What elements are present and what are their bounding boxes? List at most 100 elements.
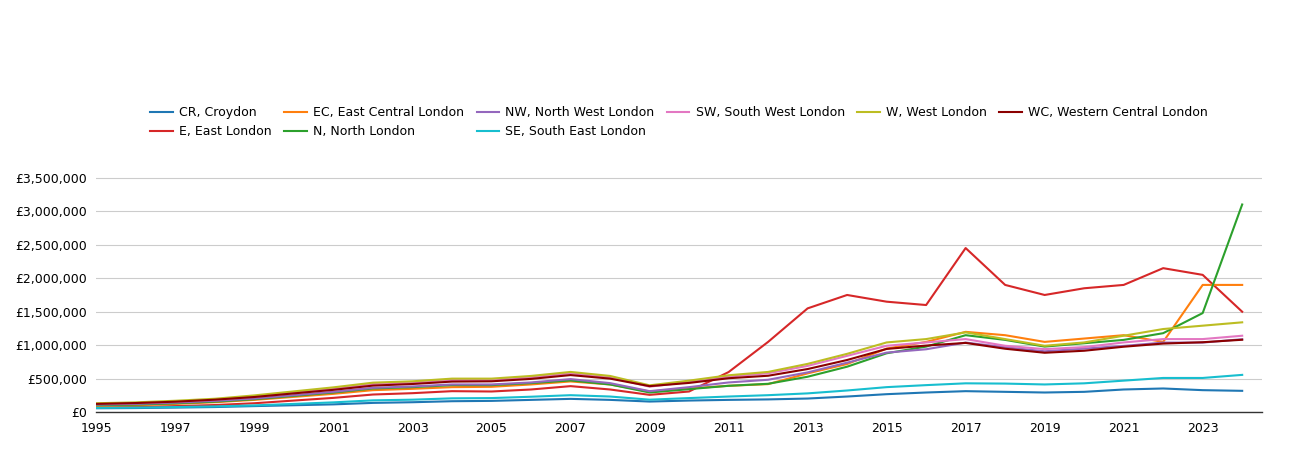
N, North London bbox=[167, 400, 183, 406]
E, East London bbox=[1116, 282, 1131, 288]
N, North London bbox=[562, 378, 578, 383]
W, West London bbox=[761, 369, 776, 375]
W, West London bbox=[326, 385, 342, 390]
W, West London bbox=[919, 337, 934, 342]
EC, East Central London bbox=[878, 346, 894, 351]
E, East London bbox=[484, 389, 500, 394]
SW, South West London bbox=[1235, 333, 1250, 338]
CR, Croydon bbox=[1155, 386, 1171, 391]
W, West London bbox=[997, 337, 1013, 342]
WC, Western Central London bbox=[878, 346, 894, 351]
SW, South West London bbox=[128, 400, 144, 406]
SW, South West London bbox=[207, 397, 223, 402]
SW, South West London bbox=[720, 374, 736, 379]
W, West London bbox=[484, 376, 500, 381]
W, West London bbox=[89, 400, 104, 406]
E, East London bbox=[1235, 309, 1250, 315]
Legend: CR, Croydon, E, East London, EC, East Central London, N, North London, NW, North: CR, Croydon, E, East London, EC, East Ce… bbox=[145, 101, 1212, 144]
E, East London bbox=[247, 400, 262, 406]
CR, Croydon bbox=[562, 396, 578, 401]
CR, Croydon bbox=[1235, 388, 1250, 394]
NW, North West London bbox=[523, 380, 539, 385]
N, North London bbox=[1195, 310, 1211, 316]
SW, South West London bbox=[247, 394, 262, 400]
Line: SE, South East London: SE, South East London bbox=[97, 375, 1242, 408]
WC, Western Central London bbox=[800, 366, 816, 372]
CR, Croydon bbox=[286, 403, 301, 408]
EC, East Central London bbox=[207, 400, 223, 405]
SW, South West London bbox=[919, 340, 934, 345]
CR, Croydon bbox=[1116, 387, 1131, 392]
W, West London bbox=[128, 400, 144, 405]
EC, East Central London bbox=[128, 403, 144, 408]
Line: SW, South West London: SW, South West London bbox=[97, 336, 1242, 404]
SW, South West London bbox=[1155, 337, 1171, 342]
N, North London bbox=[800, 374, 816, 379]
SW, South West London bbox=[958, 337, 974, 342]
SE, South East London bbox=[365, 398, 381, 403]
E, East London bbox=[523, 387, 539, 392]
E, East London bbox=[681, 389, 697, 394]
W, West London bbox=[523, 373, 539, 378]
SE, South East London bbox=[326, 400, 342, 405]
E, East London bbox=[128, 404, 144, 410]
N, North London bbox=[484, 382, 500, 388]
E, East London bbox=[919, 302, 934, 308]
NW, North West London bbox=[326, 389, 342, 395]
SE, South East London bbox=[1116, 378, 1131, 383]
SW, South West London bbox=[1036, 346, 1052, 352]
NW, North West London bbox=[1155, 340, 1171, 345]
CR, Croydon bbox=[602, 397, 617, 403]
NW, North West London bbox=[444, 382, 459, 387]
SE, South East London bbox=[405, 397, 420, 402]
WC, Western Central London bbox=[602, 376, 617, 381]
N, North London bbox=[89, 403, 104, 408]
NW, North West London bbox=[602, 380, 617, 386]
W, West London bbox=[800, 361, 816, 367]
SW, South West London bbox=[484, 377, 500, 382]
WC, Western Central London bbox=[642, 383, 658, 389]
WC, Western Central London bbox=[286, 391, 301, 396]
N, North London bbox=[602, 382, 617, 387]
NW, North West London bbox=[1116, 343, 1131, 349]
WC, Western Central London bbox=[919, 343, 934, 348]
WC, Western Central London bbox=[1155, 341, 1171, 346]
W, West London bbox=[444, 376, 459, 381]
SW, South West London bbox=[997, 343, 1013, 348]
WC, Western Central London bbox=[1195, 340, 1211, 345]
E, East London bbox=[1195, 272, 1211, 278]
SW, South West London bbox=[562, 370, 578, 376]
E, East London bbox=[1036, 292, 1052, 298]
EC, East Central London bbox=[89, 403, 104, 409]
EC, East Central London bbox=[839, 361, 855, 367]
SE, South East London bbox=[602, 394, 617, 399]
CR, Croydon bbox=[1036, 390, 1052, 395]
E, East London bbox=[1077, 286, 1092, 291]
N, North London bbox=[1077, 341, 1092, 346]
EC, East Central London bbox=[1155, 339, 1171, 345]
CR, Croydon bbox=[484, 398, 500, 404]
NW, North West London bbox=[1077, 346, 1092, 351]
SW, South West London bbox=[1116, 340, 1131, 345]
E, East London bbox=[207, 402, 223, 408]
W, West London bbox=[562, 369, 578, 375]
WC, Western Central London bbox=[89, 401, 104, 407]
Line: WC, Western Central London: WC, Western Central London bbox=[97, 340, 1242, 404]
W, West London bbox=[1036, 343, 1052, 348]
E, East London bbox=[286, 398, 301, 403]
SW, South West London bbox=[365, 381, 381, 387]
SE, South East London bbox=[800, 391, 816, 396]
SE, South East London bbox=[681, 396, 697, 401]
CR, Croydon bbox=[326, 402, 342, 407]
EC, East Central London bbox=[405, 386, 420, 391]
CR, Croydon bbox=[681, 398, 697, 403]
SW, South West London bbox=[602, 374, 617, 380]
CR, Croydon bbox=[642, 399, 658, 404]
SE, South East London bbox=[484, 396, 500, 401]
NW, North West London bbox=[681, 384, 697, 390]
N, North London bbox=[1036, 344, 1052, 349]
E, East London bbox=[365, 392, 381, 397]
EC, East Central London bbox=[681, 386, 697, 391]
SE, South East London bbox=[878, 384, 894, 390]
SW, South West London bbox=[1195, 337, 1211, 342]
